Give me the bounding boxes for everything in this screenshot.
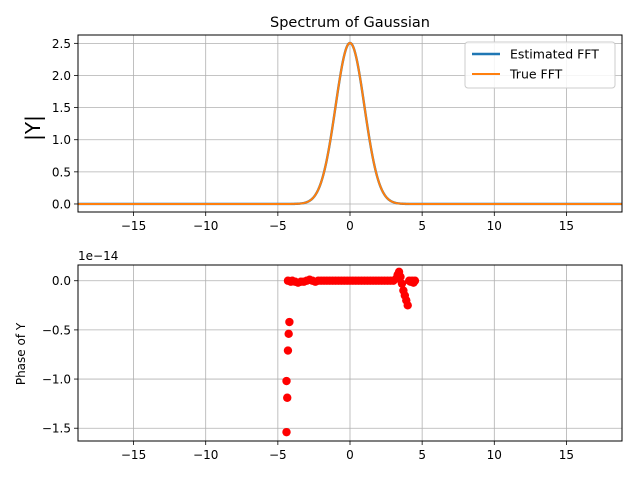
- 1-x-tick-label: 15: [559, 448, 574, 462]
- phase-point: [396, 272, 405, 281]
- phase-y-label: Phase of Y: [14, 322, 28, 385]
- 0-y-tick-label: 0.0: [52, 197, 71, 211]
- spectrum-legend: Estimated FFT True FFT: [464, 41, 616, 89]
- phase-scale-label: 1e−14: [78, 249, 118, 263]
- 1-x-tick-label: −5: [269, 448, 287, 462]
- phase-point: [410, 276, 420, 285]
- spectrum-x-ticks: −15 −10 −5 0 5 10 15: [121, 212, 574, 233]
- phase-plot-frame: [77, 264, 623, 442]
- spectrum-axes: −15 −10 −5 0 5 10 15 0.0 0.5 1.0 1.5 2.0 2.5 Spectr…: [21, 15, 623, 233]
- legend-label-estimated: Estimated FFT: [510, 47, 599, 62]
- phase-point: [283, 393, 292, 402]
- 1-x-tick-label: 5: [418, 448, 426, 462]
- 1-y-tick-label: −1.5: [42, 422, 71, 436]
- 1-y-tick-label: 0.0: [52, 274, 71, 288]
- phase-point: [283, 346, 293, 355]
- spectrum-title: Spectrum of Gaussian: [270, 15, 430, 31]
- 0-x-tick-label: 0: [346, 219, 354, 233]
- phase-y-ticks: −1.5 −1.0 −0.5 0.0: [42, 274, 78, 436]
- 1-x-tick-label: 10: [487, 448, 502, 462]
- phase-axes: −15 −10 −5 0 5 10 15 −1.5 −1.0 −0.5 0.0 Phase of …: [14, 249, 623, 462]
- 0-y-tick-label: 1.0: [52, 133, 71, 147]
- 0-y-tick-label: 2.0: [52, 69, 71, 83]
- phase-points: [282, 267, 420, 437]
- 0-y-tick-label: 2.5: [52, 37, 71, 51]
- phase-point: [282, 427, 291, 437]
- legend-label-true: True FFT: [509, 67, 563, 82]
- 0-x-tick-label: −15: [121, 219, 146, 233]
- spectrum-plot-frame: [77, 34, 623, 213]
- 0-x-tick-label: 10: [487, 219, 502, 233]
- phase-point: [284, 329, 293, 339]
- spectrum-series: [77, 41, 623, 206]
- 1-x-tick-label: −10: [193, 448, 218, 462]
- phase-point: [282, 376, 291, 386]
- 1-x-tick-label: −15: [121, 448, 146, 462]
- 0-x-tick-label: 15: [559, 219, 574, 233]
- spectrum-y-label: |Y|: [21, 115, 45, 141]
- 0-x-tick-label: −10: [193, 219, 218, 233]
- phase-grid: [78, 265, 622, 441]
- phase-point: [285, 317, 294, 327]
- 0-y-tick-label: 0.5: [52, 165, 71, 179]
- phase-x-ticks: −15 −10 −5 0 5 10 15: [121, 441, 574, 462]
- 0-y-tick-label: 1.5: [52, 101, 71, 115]
- 1-y-tick-label: −0.5: [42, 323, 71, 337]
- 1-x-tick-label: 0: [346, 448, 354, 462]
- 1-y-tick-label: −1.0: [42, 373, 71, 387]
- legend-frame: [464, 41, 616, 89]
- spectrum-y-ticks: 0.0 0.5 1.0 1.5 2.0 2.5: [52, 37, 78, 211]
- 0-x-tick-label: −5: [269, 219, 287, 233]
- series-line-true-fft: [77, 41, 623, 205]
- phase-point: [403, 301, 412, 310]
- 0-x-tick-label: 5: [418, 219, 426, 233]
- phase-point: [397, 279, 407, 288]
